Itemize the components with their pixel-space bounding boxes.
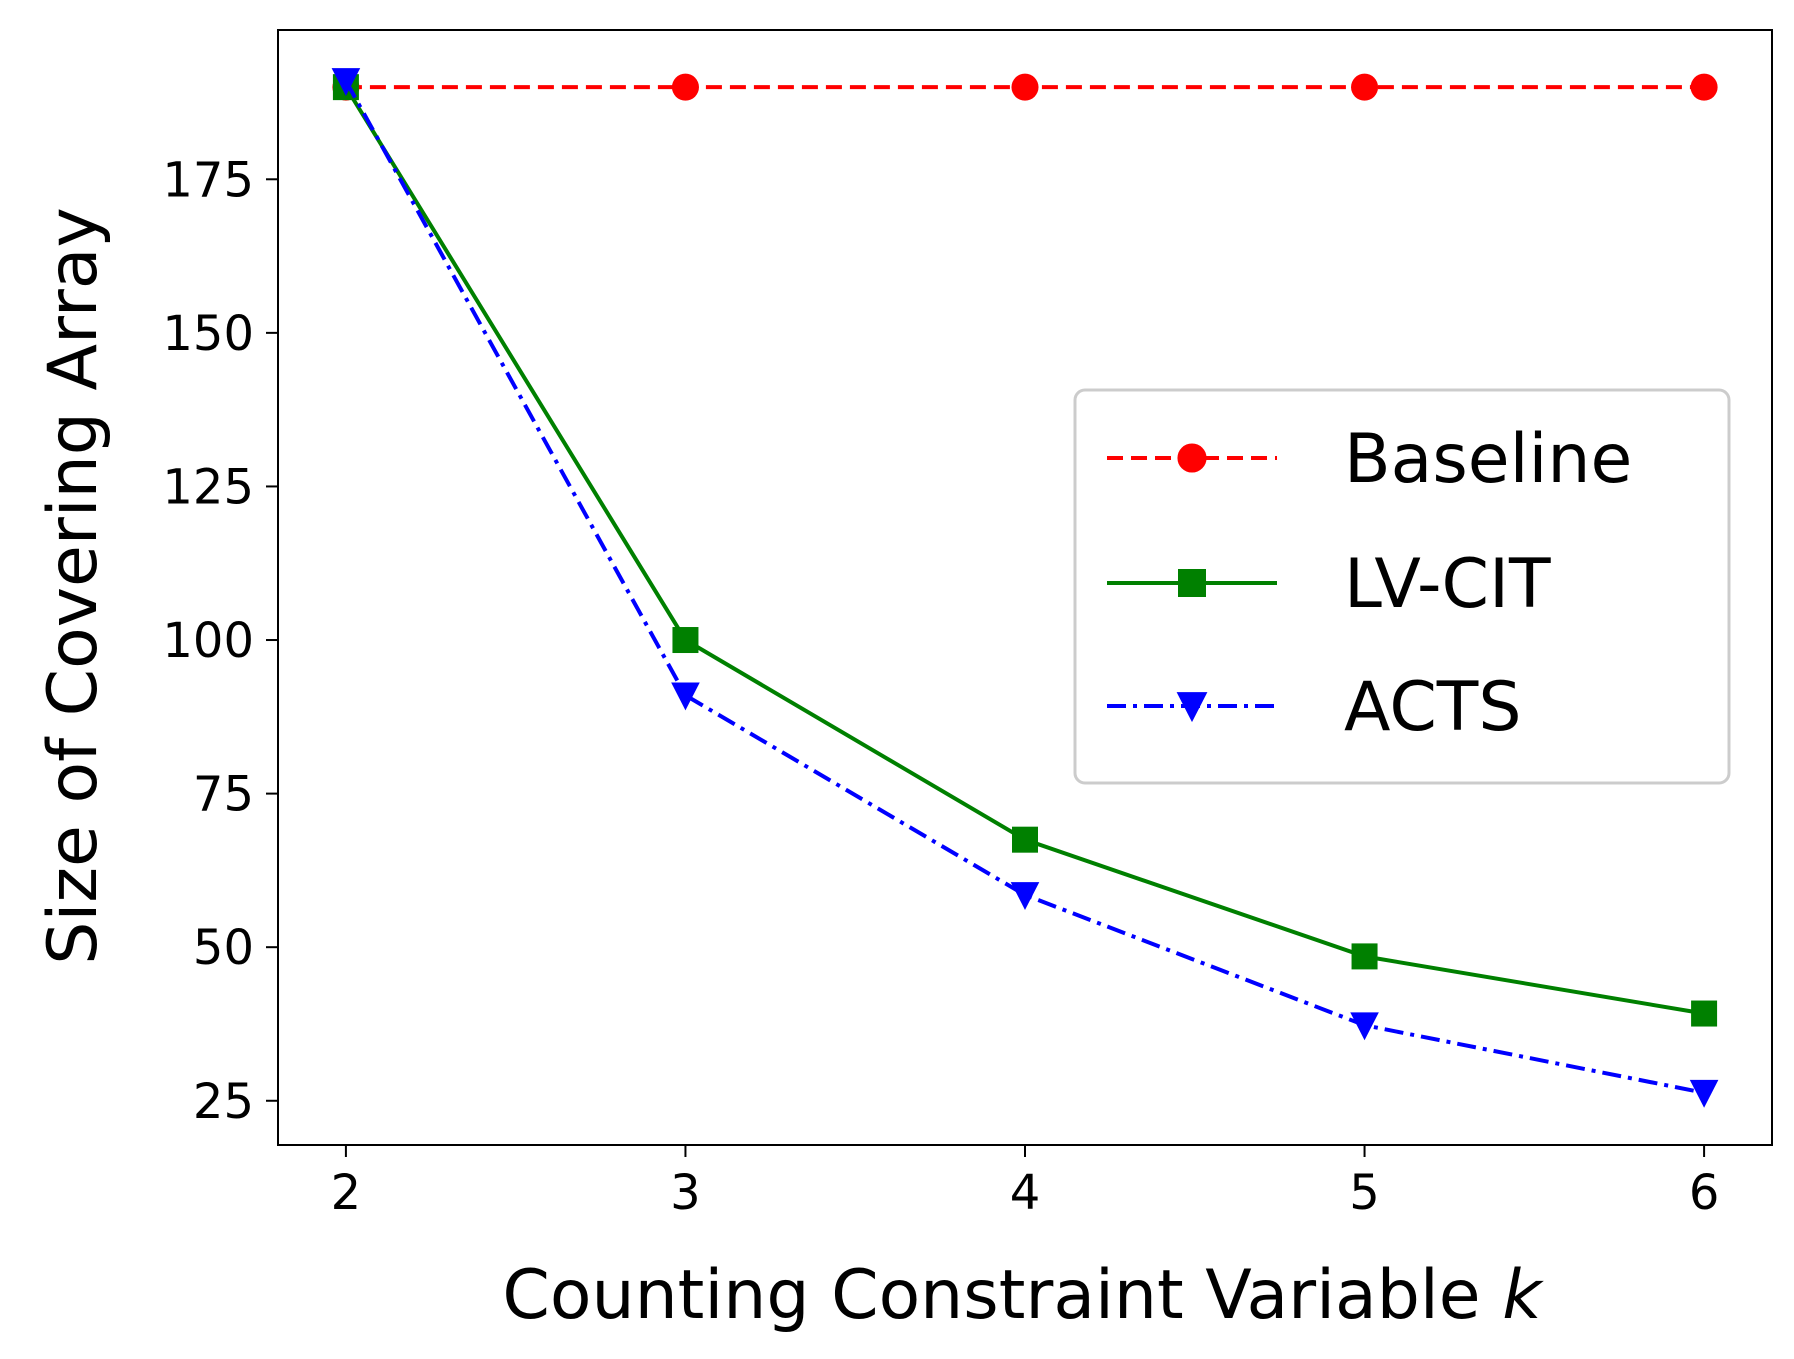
series-point-baseline	[1690, 73, 1718, 101]
legend-label-lv-cit: LV-CIT	[1344, 545, 1551, 624]
series-point-lv-cit	[1691, 1000, 1718, 1027]
legend: Baseline LV-CIT ACTS	[1073, 388, 1731, 785]
series-point-lv-cit	[1351, 943, 1378, 970]
series-point-lv-cit	[1012, 826, 1038, 853]
series-point-baseline	[1351, 73, 1379, 101]
x-tick-label: 2	[331, 1165, 362, 1221]
series-point-acts	[1350, 1012, 1379, 1041]
axis-ticks: 2 3 4 5 6 25 50 75 100 125 150 175	[162, 152, 1719, 1221]
y-tick-label: 50	[193, 920, 254, 976]
plot-area	[277, 29, 1773, 1146]
x-tick-label: 6	[1689, 1165, 1720, 1221]
x-tick-label: 4	[1010, 1165, 1041, 1221]
x-axis-label-variable: k	[1502, 1256, 1544, 1335]
legend-label-baseline: Baseline	[1344, 420, 1632, 499]
legend-label-acts: ACTS	[1344, 668, 1522, 747]
series-point-acts	[1010, 882, 1040, 910]
y-tick-label: 100	[162, 613, 254, 669]
series-point-acts	[331, 68, 361, 97]
legend-marker-acts	[1176, 692, 1208, 723]
y-tick-label: 150	[162, 306, 254, 362]
y-axis-label: Size of Covering Array	[34, 207, 113, 964]
y-tick-label: 125	[162, 459, 254, 515]
series-point-baseline	[671, 73, 699, 101]
series-point-baseline	[1011, 73, 1039, 101]
x-tick-label: 5	[1349, 1165, 1380, 1221]
series-point-acts	[1689, 1079, 1719, 1108]
series-point-acts	[671, 682, 700, 711]
legend-box	[1073, 388, 1731, 785]
y-tick-label: 75	[193, 767, 254, 823]
legend-marker-lv-cit	[1178, 569, 1206, 597]
legend-marker-baseline	[1177, 443, 1207, 473]
x-axis-label-text: Counting Constraint Variable	[502, 1256, 1480, 1335]
x-axis-label: Counting Constraint Variable k	[502, 1256, 1544, 1335]
y-tick-label: 25	[193, 1074, 254, 1130]
x-tick-label: 3	[670, 1165, 701, 1221]
y-tick-label: 175	[162, 152, 254, 208]
series-point-lv-cit	[672, 627, 699, 654]
